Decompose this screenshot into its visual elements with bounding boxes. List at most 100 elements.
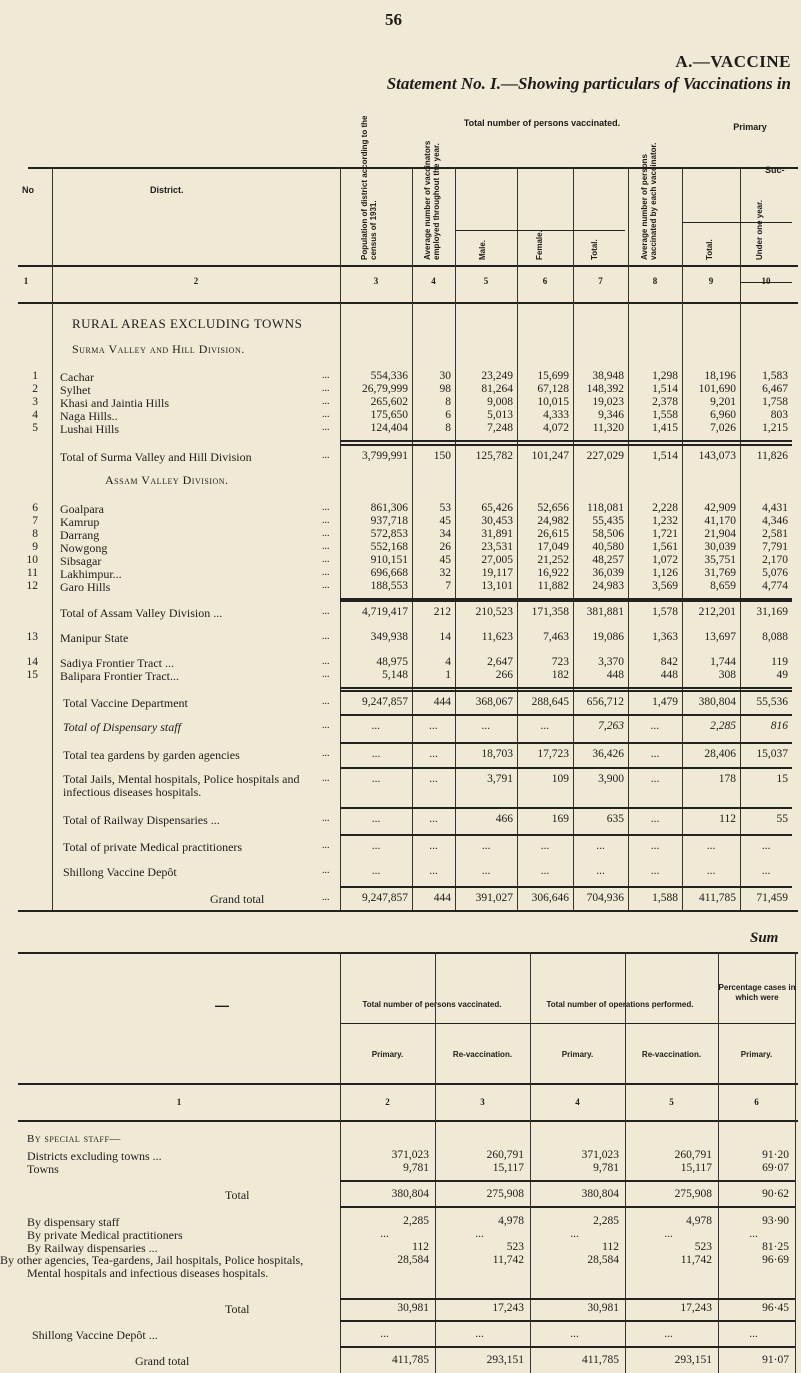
table-cell: 2,285	[710, 720, 736, 732]
table-cell: 169	[551, 813, 569, 825]
column-number: 1	[176, 1097, 182, 1107]
table-cell: 2,285	[403, 1215, 429, 1227]
row-rule	[340, 886, 792, 888]
table-cell: 41,170	[704, 515, 736, 527]
row-rule	[340, 1180, 795, 1182]
table-cell: 9,247,857	[362, 892, 408, 904]
row-label: Lushai Hills	[60, 422, 119, 436]
header-avg-per-vaccinator: Average number of persons vaccinated by …	[640, 142, 658, 260]
column-number: 1	[23, 276, 29, 286]
table-cell: 391,027	[475, 892, 513, 904]
leader-dots: ...	[322, 528, 330, 539]
table-cell: 28,584	[397, 1254, 429, 1266]
table-cell: 1,215	[762, 422, 788, 434]
table-cell: ...	[481, 865, 491, 877]
table-cell: ...	[429, 865, 438, 877]
header-total-vaccinated: Total number of persons vaccinated.	[463, 118, 621, 128]
table-cell: 13,697	[704, 631, 736, 643]
table-cell: 4,431	[762, 502, 788, 514]
table-cell: 5,076	[762, 567, 788, 579]
row-label: Total	[225, 1302, 250, 1316]
table-cell: 2,228	[652, 502, 678, 514]
column-divider	[52, 167, 53, 910]
table-cell: 19,023	[592, 396, 624, 408]
header-rule	[18, 1120, 798, 1122]
leader-dots: ...	[322, 813, 330, 824]
table-cell: 13,101	[481, 580, 513, 592]
row-rule	[340, 690, 792, 692]
table-cell: 48,975	[376, 656, 408, 668]
table-cell: 2,581	[762, 528, 788, 540]
table-cell: 3,569	[652, 580, 678, 592]
row-label: Total of Railway Dispensaries ...	[63, 813, 220, 827]
table-cell: 15,037	[756, 748, 788, 760]
row-number: 3	[32, 396, 38, 408]
table-cell: 275,908	[674, 1188, 712, 1200]
table-cell: 31,169	[756, 606, 788, 618]
subheader-rule	[455, 230, 625, 231]
column-divider	[435, 952, 436, 1373]
leader-dots: ...	[322, 515, 330, 526]
table-cell: 31,769	[704, 567, 736, 579]
table-cell: ...	[540, 865, 550, 877]
leader-dots: ...	[322, 840, 330, 851]
table-cell: 288,645	[531, 696, 569, 708]
row-label: Nowgong	[60, 541, 108, 555]
row-label: Total Vaccine Department	[63, 696, 188, 710]
leader-dots: ...	[322, 696, 330, 707]
subheader-rule	[682, 222, 792, 223]
column-number: 8	[652, 276, 658, 286]
table-cell: 11,742	[492, 1254, 524, 1266]
table-cell: 861,306	[370, 502, 408, 514]
table-cell: ...	[749, 1228, 758, 1240]
table-cell: 34	[439, 528, 452, 540]
row-label: Sadiya Frontier Tract ...	[60, 656, 174, 670]
table-cell: 1,583	[762, 370, 788, 382]
table-cell: 30,453	[481, 515, 513, 527]
column-divider	[517, 167, 518, 910]
table-cell: 4	[445, 656, 451, 668]
subheader: Primary.	[371, 1050, 404, 1059]
table-cell: 1,721	[652, 528, 678, 540]
row-rule	[340, 600, 792, 602]
table-cell: ...	[540, 720, 550, 732]
leader-dots: ...	[322, 554, 330, 565]
header-dash: —	[215, 997, 229, 1013]
table-cell: 55,435	[592, 515, 624, 527]
table-cell: 210,523	[475, 606, 513, 618]
subheader: Primary.	[561, 1050, 594, 1059]
table-cell: ...	[650, 813, 660, 825]
leader-dots: ...	[322, 865, 330, 876]
table-cell: 306,646	[531, 892, 569, 904]
row-number: 4	[32, 409, 38, 421]
row-rule	[340, 1298, 795, 1300]
row-label: Total of private Medical practitioners	[63, 840, 243, 854]
table-cell: 816	[770, 720, 788, 732]
table-cell: 124,404	[370, 422, 408, 434]
table-cell: 293,151	[486, 1354, 524, 1366]
summary-heading: Sum	[750, 930, 779, 946]
table-cell: 411,785	[582, 1354, 619, 1366]
row-rule	[340, 714, 792, 716]
table-cell: 2,285	[593, 1215, 619, 1227]
statement-title: Statement No. I.—Showing particulars of …	[386, 74, 791, 93]
table-cell: 466	[495, 813, 513, 825]
subheader: Primary.	[740, 1050, 773, 1059]
table-cell: 552,168	[370, 541, 408, 553]
subheader: Re-vaccination.	[452, 1050, 513, 1059]
table-cell: 90·62	[762, 1188, 789, 1200]
table-cell: 175,650	[370, 409, 408, 421]
header-operations: Total number of operations performed.	[546, 1000, 694, 1009]
table-cell: 7,026	[710, 422, 736, 434]
row-number: 11	[26, 567, 38, 579]
table-cell: ...	[650, 748, 660, 760]
header-female: Female.	[535, 230, 544, 260]
column-number: 6	[754, 1097, 759, 1107]
table-cell: 7,463	[543, 631, 569, 643]
leader-dots: ...	[322, 580, 330, 591]
leader-dots: ...	[322, 892, 330, 903]
table-cell: 11,742	[680, 1254, 712, 1266]
section-special-staff: By special staff—	[27, 1133, 121, 1145]
table-cell: 5,013	[487, 409, 513, 421]
table-cell: 188,553	[370, 580, 408, 592]
